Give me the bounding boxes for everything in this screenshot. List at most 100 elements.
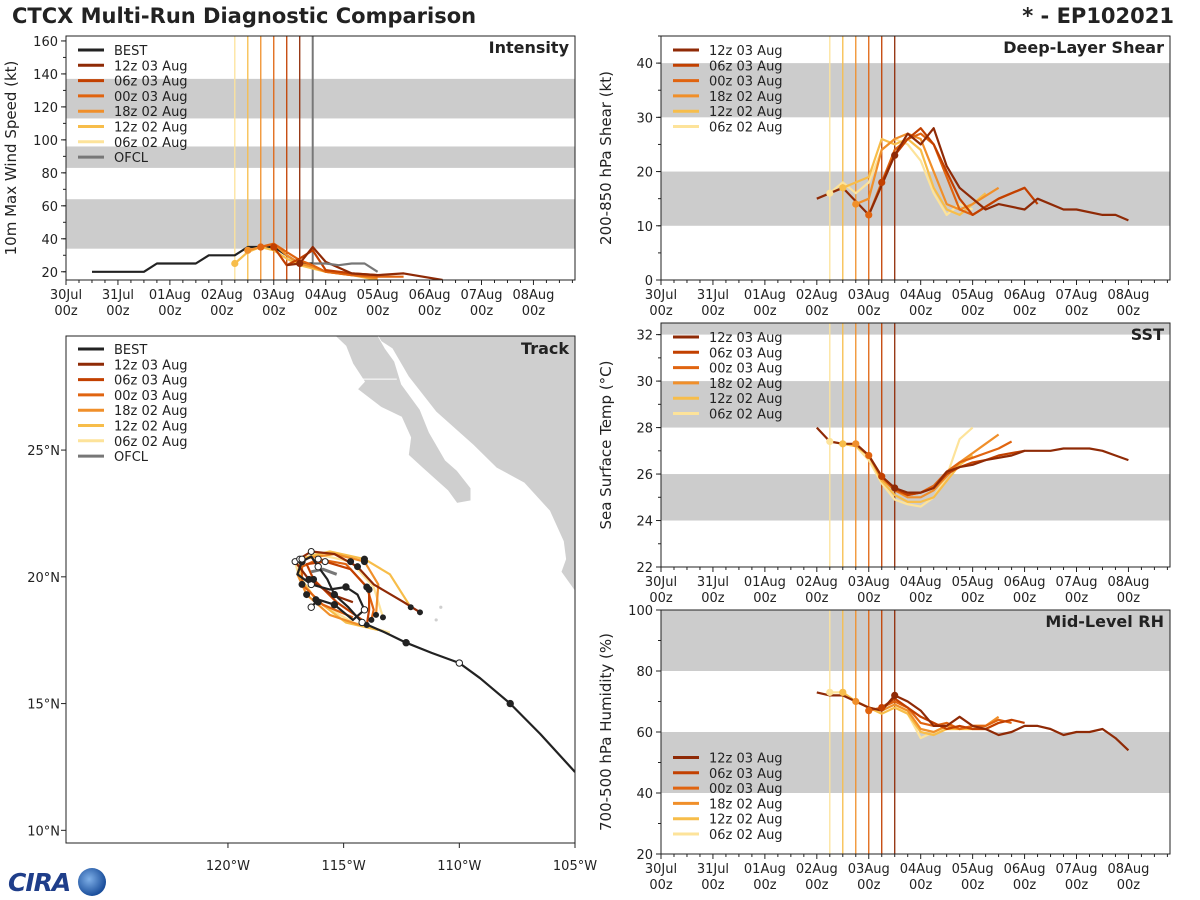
y-axis-label: Sea Surface Temp (°C): [597, 360, 615, 529]
legend-label-18z-02-aug: 18z 02 Aug: [709, 90, 783, 105]
x-tick-label-hour: 00z: [909, 878, 933, 893]
forecast-end-marker: [368, 616, 375, 623]
legend-label-12z-03-aug: 12z 03 Aug: [709, 331, 783, 346]
panel-frame: [65, 335, 576, 844]
legend-label-06z-03-aug: 06z 03 Aug: [114, 374, 188, 389]
x-tick-label-date: 30Jul: [645, 575, 677, 590]
x-tick-label-hour: 00z: [909, 304, 933, 319]
init-marker-12z-02-aug: [839, 184, 847, 192]
forecast-marker: [365, 586, 373, 593]
init-marker-00z-03-aug: [257, 243, 265, 251]
legend-label-12z-02-aug: 12z 02 Aug: [114, 420, 188, 435]
x-tick-label-date: 05Aug: [952, 862, 994, 877]
y-tick-label: 40: [41, 233, 58, 248]
init-marker-12z-02-aug: [231, 259, 239, 268]
legend-label-12z-03-aug: 12z 03 Aug: [709, 752, 783, 767]
y-tick-label: 20: [636, 166, 653, 181]
series-line-18z-02-aug: [855, 132, 1000, 211]
threshold-band: [661, 323, 1170, 335]
init-marker-00z-03-aug: [865, 451, 873, 460]
legend-label-best: BEST: [114, 343, 147, 358]
threshold-band: [661, 381, 1170, 428]
y-tick-label: 160: [33, 35, 58, 50]
x-tick-label-hour: 00z: [210, 304, 234, 319]
x-tick-label-hour: 00z: [1013, 878, 1037, 893]
x-tick-label-date: 31Jul: [697, 288, 729, 303]
x-tick-label-hour: 00z: [701, 878, 725, 893]
x-tick-label-hour: 00z: [418, 304, 442, 319]
x-tick-label-hour: 00z: [1013, 591, 1037, 606]
best-track-marker: [330, 601, 339, 609]
x-tick-label-date: 30Jul: [645, 862, 677, 877]
series-line-06z-03-aug: [881, 697, 1025, 731]
init-marker-06z-02-aug: [826, 688, 834, 696]
x-tick-label-date: 04Aug: [900, 288, 942, 303]
forecast-marker: [298, 580, 306, 588]
legend-label-18z-02-aug: 18z 02 Aug: [709, 797, 783, 812]
init-marker-06z-03-aug: [878, 472, 886, 480]
y-tick-label: 140: [33, 68, 58, 83]
threshold-band: [661, 171, 1170, 226]
x-tick-label-hour: 00z: [1065, 591, 1089, 606]
legend-label-12z-03-aug: 12z 03 Aug: [114, 59, 188, 74]
globe-icon: [78, 868, 106, 896]
island: [439, 605, 443, 609]
x-tick-label-date: 04Aug: [900, 575, 942, 590]
init-marker-00z-03-aug: [865, 707, 873, 715]
x-tick-label-hour: 00z: [1117, 878, 1141, 893]
legend-label-best: BEST: [114, 44, 147, 59]
lat-tick-label: 15°N: [27, 698, 60, 713]
best-track-marker: [402, 639, 410, 647]
x-tick-label-date: 06Aug: [409, 288, 451, 303]
baja-california: [334, 336, 472, 504]
forecast-marker: [307, 547, 315, 555]
x-tick-label-hour: 00z: [1117, 304, 1141, 319]
legend-label-18z-02-aug: 18z 02 Aug: [114, 105, 188, 120]
forecast-end-marker: [363, 621, 370, 628]
legend-label-00z-03-aug: 00z 03 Aug: [114, 389, 188, 404]
init-marker-12z-02-aug: [839, 440, 847, 448]
x-tick-label-date: 01Aug: [744, 288, 786, 303]
x-tick-label-hour: 00z: [54, 304, 78, 319]
x-tick-label-hour: 00z: [805, 591, 829, 606]
series-line-00z-03-aug: [260, 242, 404, 278]
init-marker-06z-03-aug: [878, 178, 886, 186]
x-tick-label-date: 03Aug: [848, 575, 890, 590]
forecast-marker: [354, 563, 362, 571]
x-tick-label-hour: 00z: [753, 591, 777, 606]
lat-tick-label: 25°N: [27, 444, 60, 459]
legend-label-18z-02-aug: 18z 02 Aug: [114, 404, 188, 419]
legend-label-06z-03-aug: 06z 03 Aug: [114, 75, 188, 90]
init-marker-18z-02-aug: [852, 200, 860, 208]
best-track-marker: [360, 606, 369, 614]
x-tick-label-hour: 00z: [805, 304, 829, 319]
y-tick-label: 20: [636, 848, 653, 863]
threshold-band: [661, 63, 1170, 118]
lat-tick-label: 20°N: [27, 571, 60, 586]
best-track-marker: [455, 659, 464, 667]
y-tick-label: 60: [41, 200, 58, 215]
y-tick-label: 24: [636, 515, 653, 530]
x-tick-label-hour: 00z: [470, 304, 494, 319]
legend-label-12z-03-aug: 12z 03 Aug: [114, 358, 188, 373]
threshold-band: [66, 199, 575, 249]
forecast-marker: [360, 558, 368, 566]
best-track-marker: [314, 562, 322, 571]
x-tick-label-hour: 00z: [805, 878, 829, 893]
legend-label-18z-02-aug: 18z 02 Aug: [709, 377, 783, 392]
legend-label-06z-03-aug: 06z 03 Aug: [709, 59, 783, 74]
y-tick-label: 40: [636, 787, 653, 802]
threshold-band: [661, 732, 1170, 793]
x-tick-label-date: 07Aug: [461, 288, 503, 303]
x-tick-label-hour: 00z: [262, 304, 286, 319]
forecast-marker: [303, 591, 311, 599]
panel-intensity: 2040608010012014016030Jul00z31Jul00z01Au…: [2, 35, 576, 319]
y-axis-label: 200-850 hPa Shear (kt): [597, 71, 615, 245]
y-tick-label: 28: [636, 422, 653, 437]
series-line-06z-03-aug: [880, 127, 1039, 216]
legend-label-06z-02-aug: 06z 02 Aug: [709, 408, 783, 423]
figure-title: CTCX Multi-Run Diagnostic Comparison: [12, 4, 477, 28]
panel-title: Track: [521, 339, 569, 358]
panel-sst: 22242628303230Jul00z31Jul00z01Aug00z02Au…: [597, 322, 1171, 606]
